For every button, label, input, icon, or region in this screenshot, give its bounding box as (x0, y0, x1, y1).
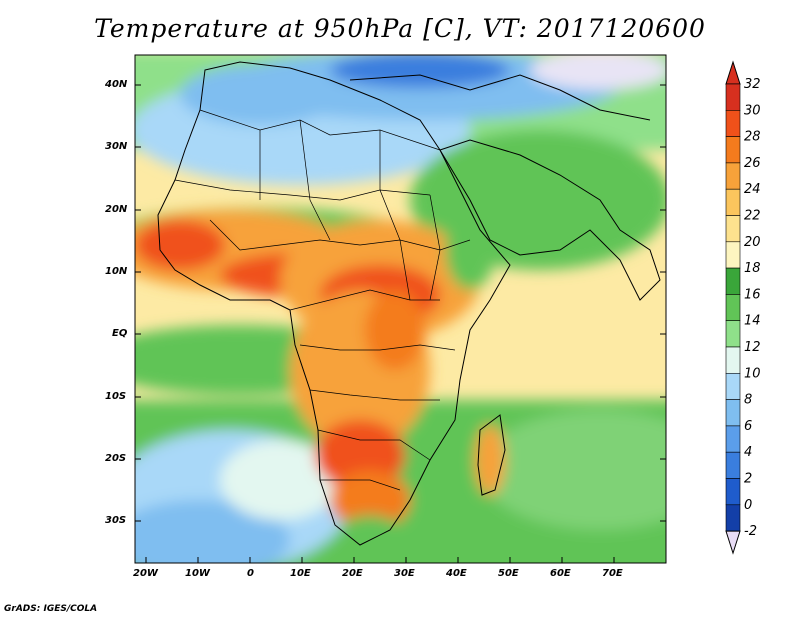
x-tick-label-60e: 60E (550, 568, 571, 579)
colorbar-swatch (725, 267, 741, 295)
country-borders (174, 109, 471, 491)
colorbar-swatch (725, 294, 741, 321)
colorbar-swatch (725, 425, 741, 453)
colorbar-swatch (725, 188, 741, 216)
colorbar-swatch (725, 399, 741, 427)
x-tick-label-70e: 70E (602, 568, 623, 579)
y-tick-marks (135, 84, 666, 522)
credit-label: GrADS: IGES/COLA (4, 604, 98, 614)
colorbar-label: 12 (744, 340, 761, 355)
colorbar-swatch (725, 504, 741, 532)
y-tick-label-eq: EQ (112, 328, 128, 339)
colorbar-over-triangle (725, 60, 741, 85)
colorbar-label: 14 (744, 314, 761, 329)
y-tick-label-10n: 10N (105, 266, 128, 277)
colorbar-label: 18 (744, 261, 761, 276)
colorbar-swatch (725, 372, 741, 400)
y-tick-label-10s: 10S (105, 391, 127, 402)
map-frame (134, 54, 667, 564)
colorbar-swatch (725, 110, 741, 137)
x-tick-label-10w: 10W (185, 568, 210, 579)
coastlines (157, 61, 661, 546)
x-tick-label-20e: 20E (342, 568, 363, 579)
x-tick-marks (145, 557, 615, 563)
colorbar-label: 24 (744, 182, 761, 197)
colorbar-swatch (725, 215, 741, 243)
colorbar-swatch (725, 451, 741, 479)
x-tick-label-20w: 20W (133, 568, 158, 579)
colorbar-label: 20 (744, 235, 761, 250)
y-tick-label-30n: 30N (105, 141, 128, 152)
colorbar-label: 4 (744, 445, 752, 460)
colorbar-under-triangle (725, 530, 741, 555)
colorbar-label: 6 (744, 419, 752, 434)
colorbar-swatch (725, 346, 741, 374)
colorbar-label: -2 (744, 524, 757, 539)
colorbar-label: 0 (744, 498, 752, 513)
colorbar-label: 16 (744, 287, 761, 302)
colorbar-swatch (725, 136, 741, 164)
chart-title: Temperature at 950hPa [C], VT: 201712060… (94, 14, 706, 43)
x-tick-label-0: 0 (247, 568, 254, 579)
colorbar-label: 32 (744, 77, 761, 92)
colorbar-swatch (725, 83, 741, 111)
colorbar-swatch (725, 320, 741, 348)
x-tick-label-30e: 30E (394, 568, 415, 579)
colorbar-label: 22 (744, 209, 761, 224)
y-tick-label-40n: 40N (105, 79, 128, 90)
colorbar-label: 2 (744, 472, 752, 487)
colorbar-swatch (725, 241, 741, 269)
colorbar-label: 28 (744, 130, 761, 145)
y-tick-label-20n: 20N (105, 204, 128, 215)
y-tick-label-30s: 30S (105, 515, 127, 526)
y-tick-label-20s: 20S (105, 453, 127, 464)
colorbar-swatch (725, 162, 741, 190)
colorbar-label: 26 (744, 156, 761, 171)
colorbar-label: 8 (744, 393, 752, 408)
colorbar-label: 10 (744, 366, 761, 381)
x-tick-label-10e: 10E (290, 568, 311, 579)
colorbar-swatch (725, 478, 741, 506)
colorbar-label: 30 (744, 103, 761, 118)
temperature-fields (135, 55, 666, 563)
x-tick-label-40e: 40E (446, 568, 467, 579)
temperature-map-panel (135, 55, 666, 563)
x-tick-label-50e: 50E (498, 568, 519, 579)
